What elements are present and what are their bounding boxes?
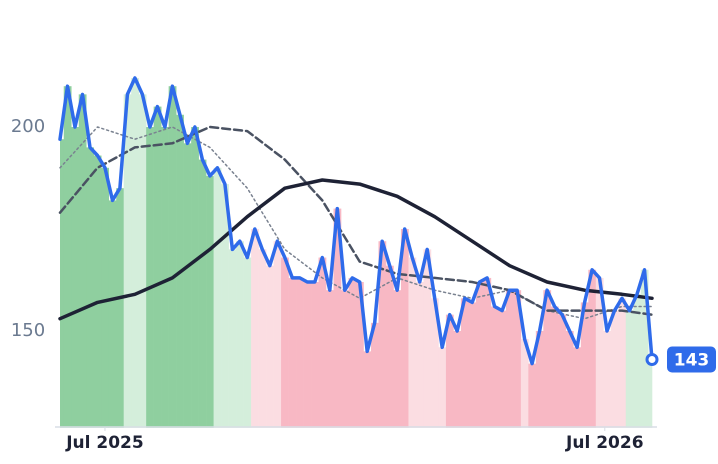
price-bar [63, 86, 72, 428]
price-bar [505, 290, 514, 428]
price-bar [490, 306, 499, 428]
price-bar [633, 294, 642, 428]
price-bar [475, 282, 484, 428]
price-bar [60, 139, 65, 428]
price-bar [258, 249, 267, 428]
price-bar [363, 351, 372, 428]
price-bar [618, 298, 627, 428]
price-bar [460, 298, 469, 428]
price-bar [423, 249, 432, 428]
y-tick-label: 200 [11, 116, 45, 137]
price-bar [550, 306, 559, 428]
last-value-label: 143 [674, 351, 710, 371]
price-bar [101, 167, 110, 428]
price-bar [648, 359, 653, 428]
price-bar [183, 143, 192, 428]
price-bar [588, 269, 597, 428]
price-bar [138, 94, 147, 428]
price-bar [333, 208, 342, 428]
price-bar [71, 126, 80, 428]
price-bar [558, 314, 567, 428]
price-bar [445, 314, 454, 428]
price-bar [370, 322, 379, 428]
price-bar [468, 302, 477, 428]
price-bar [273, 241, 282, 428]
price-bar [348, 277, 357, 428]
price-bar [123, 94, 132, 428]
price-bar [78, 94, 87, 428]
price-bar [415, 282, 424, 428]
price-bar [580, 302, 589, 428]
price-bar [378, 241, 387, 428]
price-bar [400, 228, 409, 428]
price-bar [610, 310, 619, 428]
price-bar [168, 86, 177, 428]
price-bar [213, 167, 222, 428]
price-bar [243, 257, 252, 428]
price-bar [153, 106, 162, 428]
price-bar [385, 265, 394, 428]
price-bar [483, 277, 492, 428]
price-bar [498, 310, 507, 428]
price-bar [326, 290, 334, 428]
price-bar [108, 200, 117, 428]
price-bar [603, 330, 612, 428]
moving-average-line [59, 126, 653, 320]
price-bar [251, 228, 259, 428]
price-bar [528, 363, 537, 428]
price-bar [288, 277, 297, 428]
price-bar [535, 330, 544, 428]
price-bar [341, 290, 349, 428]
price-bar [228, 249, 237, 428]
price-bar [303, 282, 312, 428]
price-line [58, 76, 654, 366]
last-value-badge [667, 346, 716, 373]
last-point [645, 353, 659, 367]
price-bar [221, 184, 229, 428]
price-bar [408, 257, 417, 428]
price-bar [116, 188, 124, 428]
price-bar [198, 159, 207, 428]
price-bar [573, 347, 582, 428]
price-bar [625, 310, 634, 428]
price-bar [640, 269, 649, 428]
price-bar [393, 290, 402, 428]
price-bar [281, 257, 289, 428]
price-bar [565, 330, 574, 428]
y-tick-label: 150 [11, 320, 45, 341]
price-bar [236, 241, 244, 428]
price-bar [206, 175, 214, 428]
price-bar [513, 290, 522, 428]
x-tick-label: Jul 2026 [565, 433, 644, 453]
price-bar [356, 282, 364, 428]
price-bar [595, 277, 604, 428]
price-bar [86, 147, 95, 428]
moving-average-line [58, 178, 654, 321]
price-bar [520, 339, 529, 428]
price-bar [161, 126, 169, 428]
price-bar [296, 277, 304, 428]
price-bar [430, 298, 439, 428]
price-bar [318, 257, 327, 428]
price-bar [93, 155, 102, 428]
x-tick-label: Jul 2025 [65, 433, 144, 453]
price-bar [146, 126, 154, 428]
price-bar [191, 126, 199, 428]
price-bar [438, 347, 447, 428]
price-bar [131, 78, 139, 428]
price-bar [453, 330, 462, 428]
price-bar [543, 290, 552, 428]
price-bar [266, 265, 274, 428]
price-bar [311, 282, 319, 428]
